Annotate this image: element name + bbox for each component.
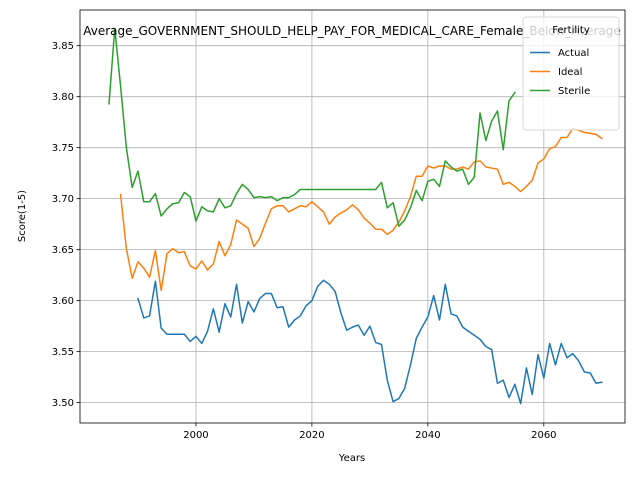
y-tick-label: 3.75 xyxy=(52,143,74,154)
legend: Fertility Actual Ideal Sterile xyxy=(522,16,620,131)
legend-label-ideal: Ideal xyxy=(558,67,582,78)
series-line-actual xyxy=(137,279,603,405)
y-axis-label: Score(1-5) xyxy=(17,190,28,242)
x-axis-ticks: 2000 2020 2040 2060 xyxy=(183,423,557,441)
legend-items: Actual Ideal Sterile xyxy=(530,48,590,97)
y-tick-label: 3.80 xyxy=(52,92,74,103)
series-lines xyxy=(108,27,603,405)
series-line-sterile xyxy=(108,27,516,227)
legend-box xyxy=(522,16,620,131)
y-tick-label: 3.65 xyxy=(52,245,74,256)
y-axis-ticks: 3.50 3.55 3.60 3.65 3.70 3.75 3.80 3.85 xyxy=(52,41,80,409)
x-tick-label: 2040 xyxy=(415,430,440,441)
x-axis-label: Years xyxy=(338,453,365,464)
y-tick-label: 3.55 xyxy=(52,347,74,358)
y-tick-label: 3.70 xyxy=(52,194,74,205)
x-tick-label: 2000 xyxy=(183,430,208,441)
plot-frame xyxy=(79,9,626,424)
y-tick-label: 3.85 xyxy=(52,41,74,52)
legend-label-sterile: Sterile xyxy=(558,86,590,97)
y-tick-label: 3.50 xyxy=(52,398,74,409)
y-tick-label: 3.60 xyxy=(52,296,74,307)
series-line-ideal xyxy=(119,127,603,292)
x-tick-label: 2020 xyxy=(299,430,324,441)
x-tick-label: 2060 xyxy=(531,430,556,441)
chart-title: Average_GOVERNMENT_SHOULD_HELP_PAY_FOR_M… xyxy=(83,24,621,38)
legend-label-actual: Actual xyxy=(558,48,589,59)
legend-title: Fertility xyxy=(552,25,590,36)
